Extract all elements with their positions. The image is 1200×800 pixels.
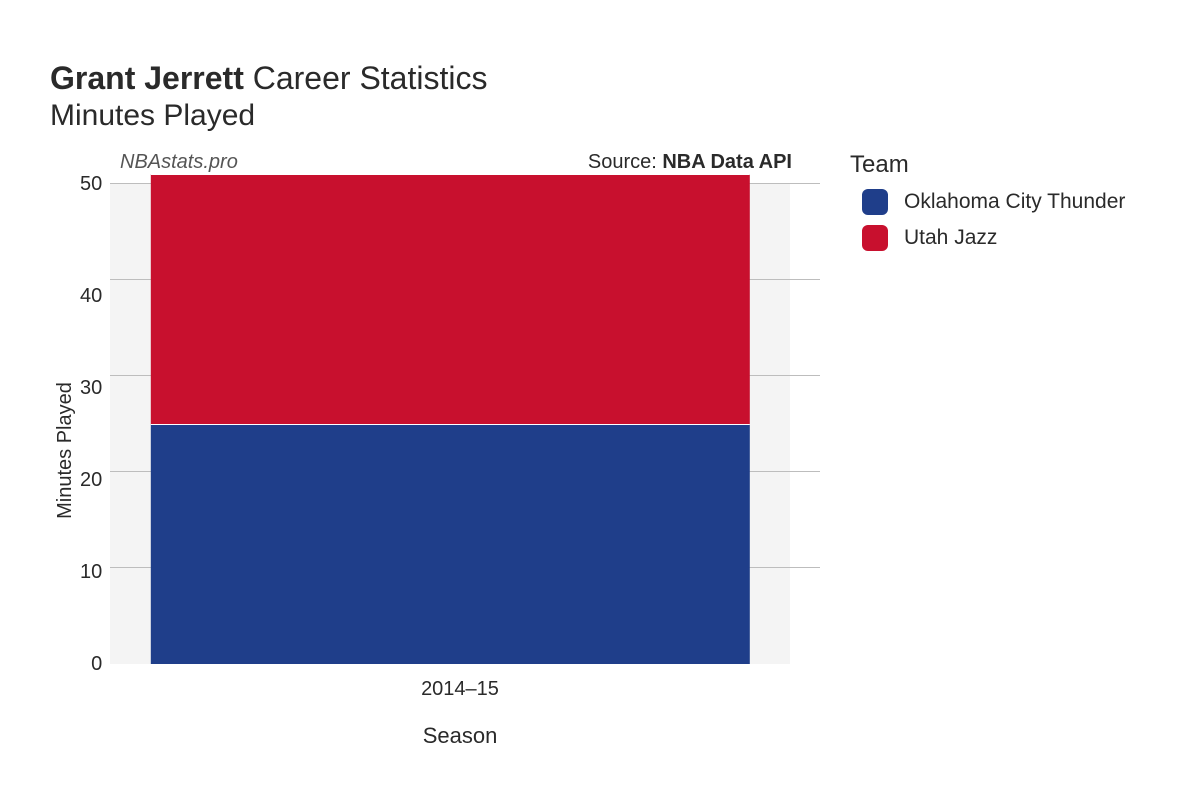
y-tick: 20 [80,470,102,490]
y-axis-label: Minutes Played [54,382,77,519]
source-prefix: Source: [588,151,662,173]
legend-title: Team [850,151,1125,179]
x-axis-ticks: 2014–15 [80,664,800,701]
chart-container: Grant Jerrett Career Statistics Minutes … [0,0,1200,800]
plot-column: NBAstats.pro Source: NBA Data API 50 40 30… [80,151,800,749]
chart-title: Grant Jerrett Career Statistics [50,60,1170,97]
y-axis-label-wrap: Minutes Played [50,151,80,749]
attribution-right: Source: NBA Data API [588,151,792,174]
chart-subtitle: Minutes Played [50,99,1170,133]
legend-label: Oklahoma City Thunder [904,190,1125,214]
y-axis-ticks: 50403020100 [80,184,110,664]
bar-segment [151,174,749,424]
legend-swatch [862,225,888,251]
x-axis-label: Season [120,723,800,749]
y-tick: 0 [91,654,102,674]
y-tick: 30 [80,378,102,398]
bar-segment [151,424,749,664]
y-tick: 10 [80,562,102,582]
bar [151,174,749,664]
legend-swatch [862,189,888,215]
source-name: NBA Data API [662,151,792,173]
y-tick: 40 [80,286,102,306]
x-tick: 2014–15 [120,678,800,701]
legend-item: Oklahoma City Thunder [850,189,1125,215]
title-suffix: Career Statistics [253,60,488,96]
legend-items: Oklahoma City Thunder Utah Jazz [850,189,1125,251]
attribution-left: NBAstats.pro [120,151,238,174]
y-tick: 50 [80,174,102,194]
player-name: Grant Jerrett [50,60,244,96]
legend-item: Utah Jazz [850,225,1125,251]
plot-body: 50403020100 [80,184,800,664]
title-block: Grant Jerrett Career Statistics Minutes … [50,60,1170,133]
plot-area [110,184,790,664]
legend-label: Utah Jazz [904,226,997,250]
legend: Team Oklahoma City Thunder Utah Jazz [850,151,1125,261]
chart-row: Minutes Played NBAstats.pro Source: NBA … [50,151,1170,749]
